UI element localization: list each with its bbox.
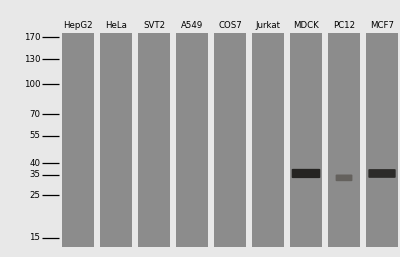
Bar: [176, 33, 208, 247]
Text: 55: 55: [30, 131, 40, 140]
Text: 15: 15: [30, 233, 40, 242]
Bar: [366, 33, 398, 247]
FancyBboxPatch shape: [336, 175, 352, 181]
Bar: [62, 33, 94, 247]
Text: 35: 35: [30, 170, 40, 179]
Bar: [100, 33, 132, 247]
Bar: [62, 33, 398, 247]
Text: 130: 130: [24, 54, 40, 64]
Text: 25: 25: [30, 191, 40, 200]
Text: 40: 40: [30, 159, 40, 168]
Bar: [290, 33, 322, 247]
Text: 70: 70: [30, 110, 40, 119]
FancyBboxPatch shape: [368, 169, 396, 178]
Text: Jurkat: Jurkat: [256, 21, 280, 30]
FancyBboxPatch shape: [292, 169, 320, 178]
Text: HepG2: HepG2: [63, 21, 93, 30]
Text: SVT2: SVT2: [143, 21, 165, 30]
Bar: [138, 33, 170, 247]
Bar: [328, 33, 360, 247]
Text: HeLa: HeLa: [105, 21, 127, 30]
Text: COS7: COS7: [218, 21, 242, 30]
Text: MDCK: MDCK: [293, 21, 319, 30]
Text: MCF7: MCF7: [370, 21, 394, 30]
Text: A549: A549: [181, 21, 203, 30]
Text: 170: 170: [24, 33, 40, 42]
Bar: [252, 33, 284, 247]
Text: 100: 100: [24, 80, 40, 89]
Bar: [214, 33, 246, 247]
Text: PC12: PC12: [333, 21, 355, 30]
